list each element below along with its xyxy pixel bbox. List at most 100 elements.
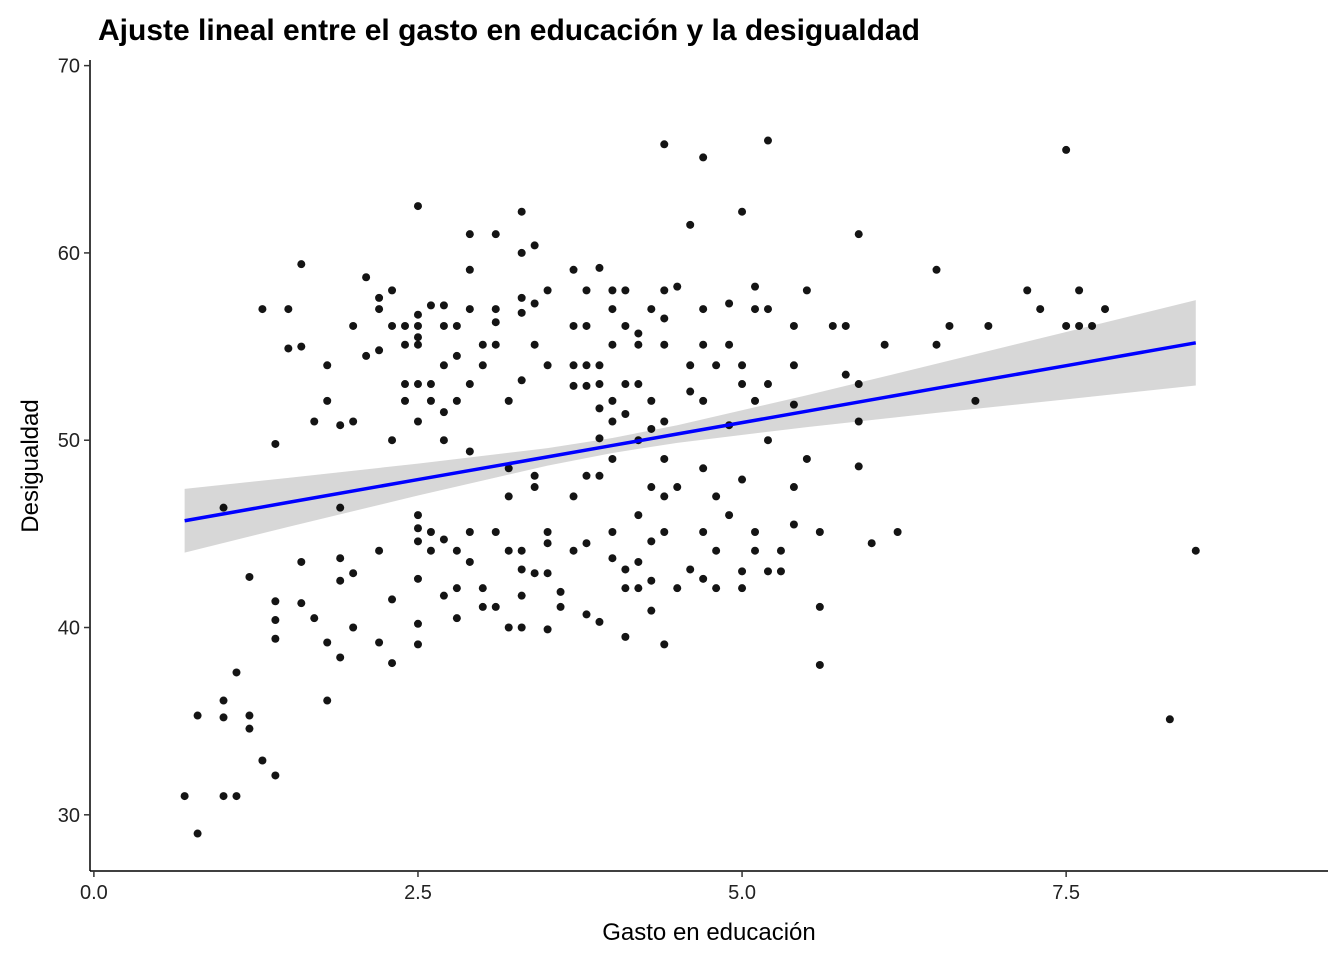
point	[413, 333, 422, 342]
point	[465, 265, 474, 274]
point	[439, 321, 448, 330]
point	[841, 321, 850, 330]
point	[647, 537, 656, 546]
point	[699, 396, 708, 405]
point	[323, 638, 332, 647]
point	[530, 241, 539, 250]
point	[530, 299, 539, 308]
point	[660, 417, 669, 426]
point	[854, 462, 863, 471]
point	[258, 305, 267, 314]
point	[789, 361, 798, 370]
point	[491, 527, 500, 536]
y-tick-label: 40	[58, 618, 80, 640]
point	[530, 569, 539, 578]
point	[349, 321, 358, 330]
point	[245, 711, 254, 720]
point	[413, 640, 422, 649]
y-axis-label: Desigualdad	[17, 399, 44, 532]
x-tick-label: 5.0	[728, 882, 756, 904]
point	[595, 380, 604, 389]
point	[297, 342, 306, 351]
point	[375, 546, 384, 555]
point	[543, 625, 552, 634]
point	[193, 829, 202, 838]
point	[738, 567, 747, 576]
point	[725, 340, 734, 349]
point	[776, 567, 785, 576]
point	[660, 140, 669, 149]
point	[595, 361, 604, 370]
point	[595, 617, 604, 626]
point	[1165, 715, 1174, 724]
point	[932, 340, 941, 349]
point	[660, 314, 669, 323]
point	[439, 436, 448, 445]
point	[789, 483, 798, 492]
point	[582, 539, 591, 548]
point	[388, 595, 397, 604]
y-tick-label: 50	[58, 430, 80, 452]
point	[608, 527, 617, 536]
point	[569, 381, 578, 390]
point	[375, 293, 384, 302]
point	[582, 321, 591, 330]
point	[699, 574, 708, 583]
point	[504, 546, 513, 555]
point	[491, 602, 500, 611]
point	[504, 492, 513, 501]
point	[297, 260, 306, 269]
point	[413, 417, 422, 426]
point	[789, 321, 798, 330]
point	[413, 310, 422, 319]
fit-line	[184, 341, 1197, 523]
point	[893, 527, 902, 536]
point	[543, 286, 552, 295]
point	[828, 321, 837, 330]
point	[1075, 286, 1084, 295]
point	[608, 305, 617, 314]
point	[336, 576, 345, 585]
point	[1191, 546, 1200, 555]
point	[517, 376, 526, 385]
point	[193, 711, 202, 720]
point	[621, 380, 630, 389]
point	[1075, 321, 1084, 330]
point	[608, 554, 617, 563]
point	[504, 464, 513, 473]
point	[634, 329, 643, 338]
point	[582, 361, 591, 370]
point	[569, 265, 578, 274]
point	[543, 361, 552, 370]
point	[323, 696, 332, 705]
point	[1088, 321, 1097, 330]
point	[660, 286, 669, 295]
point	[608, 396, 617, 405]
point	[517, 565, 526, 574]
point	[349, 417, 358, 426]
point	[439, 361, 448, 370]
point	[634, 557, 643, 566]
point	[271, 771, 280, 780]
point	[478, 340, 487, 349]
point	[815, 660, 824, 669]
point	[582, 471, 591, 480]
point	[582, 286, 591, 295]
point	[854, 380, 863, 389]
point	[517, 591, 526, 600]
point	[621, 632, 630, 641]
point	[647, 483, 656, 492]
point	[595, 404, 604, 413]
point	[517, 248, 526, 257]
point	[219, 696, 228, 705]
point	[388, 436, 397, 445]
point	[349, 569, 358, 578]
point	[465, 380, 474, 389]
point	[232, 792, 241, 801]
point	[517, 293, 526, 302]
point	[504, 623, 513, 632]
point	[413, 511, 422, 520]
point	[439, 408, 448, 417]
point	[608, 417, 617, 426]
point	[621, 565, 630, 574]
